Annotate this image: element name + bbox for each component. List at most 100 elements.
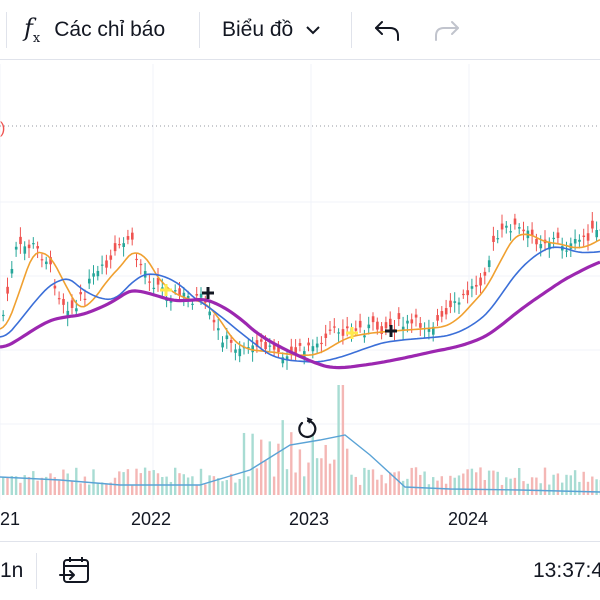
volume-bar [2,477,5,495]
candle-body [23,246,27,254]
volume-bar [6,477,9,495]
candle-body [212,319,216,323]
volume-bar [260,439,263,495]
volume-bar [53,477,56,495]
candle-body [419,323,422,328]
volume-bar [346,448,349,495]
candle-body [539,244,543,249]
candle-body [444,308,448,315]
volume-bar [367,469,370,495]
volume-bar [569,475,572,495]
candle-body [139,263,143,266]
volume-bar [23,475,26,495]
candle-body [453,301,457,303]
candle-body [105,260,108,268]
volume-bar [242,432,246,495]
candle-body [264,341,267,350]
toolbar-separator [199,12,200,48]
ma-long-line [0,260,600,370]
volume-bar [199,468,203,495]
volume-bar [221,481,224,495]
candle-body [234,349,237,353]
redo-button[interactable] [432,0,462,60]
volume-bar [376,479,379,495]
clock-time[interactable]: 13:37:4 [533,542,600,600]
candle-body [479,277,482,286]
moving-averages [0,233,600,493]
candle-body [251,345,254,353]
volume-bar [556,473,560,495]
candle-body [19,236,22,245]
candle-body [298,343,302,346]
candle-body [294,347,297,353]
volume-bar [19,482,22,495]
candle-body [2,314,5,317]
candle-body [414,314,418,318]
candle-body [380,326,383,334]
volume-bar [225,480,228,495]
volume-bar [561,482,564,495]
candle-body [530,229,534,236]
candle-body [449,300,452,308]
volume-bar [165,476,168,495]
volume-bar [337,385,340,495]
volume-bar [290,432,293,495]
candle-body [260,339,263,342]
candle-body [341,329,345,336]
candle-body [363,335,366,338]
candle-body [509,231,512,233]
indicators-button[interactable]: fx Các chỉ báo [24,0,165,60]
candle-body [522,229,525,232]
candle-body [255,340,259,347]
volume-bar [247,476,250,495]
goto-date-button[interactable] [58,542,92,600]
toolbar-separator [351,12,352,48]
candle-body [199,293,203,298]
redo-icon [435,21,459,41]
candle-body [307,342,310,346]
volume-bar [161,477,164,495]
volume-bar [496,471,499,495]
toolbar-separator [6,12,7,48]
partial-axis-label: ) [0,120,5,137]
volume-bar [208,475,211,495]
function-icon: fx [24,14,41,46]
volume-bar [363,467,366,495]
volume-bar [109,482,112,495]
undo-button[interactable] [372,0,402,60]
candle-body [217,328,220,331]
volume-bar [518,467,521,495]
candle-body [573,239,577,244]
volume-bar [79,483,82,495]
interval-button[interactable]: 1n [0,542,23,600]
volume-bar [298,449,302,495]
candle-body [126,236,130,240]
volume-bar [341,385,345,495]
volume-bar [354,476,357,495]
candle-body [384,322,388,329]
candle-body [475,284,478,287]
candle-body [88,278,91,284]
volume-bar [440,476,443,495]
price-chart[interactable]: ) [0,60,600,540]
volume-average-line [0,434,600,493]
candle-body [6,286,9,294]
candle-body [36,246,39,249]
chart-type-dropdown[interactable]: Biểu đồ [222,0,321,60]
candle-body [195,294,199,296]
reset-chart-icon[interactable] [294,415,322,443]
volume-bar [432,477,435,495]
volume-bar [105,483,108,495]
volume-bar [281,420,284,495]
candle-body [70,300,74,308]
volume-bar [462,473,465,495]
candle-body [320,342,323,345]
volume-bar [311,435,314,495]
time-label: 13:37:4 [533,559,600,582]
candle-body [79,292,82,295]
toolbar-separator [36,553,37,589]
indicators-label: Các chỉ báo [54,18,166,41]
chart-type-label: Biểu đồ [222,18,294,41]
volume-bar [303,476,306,495]
candle-body [582,235,586,238]
